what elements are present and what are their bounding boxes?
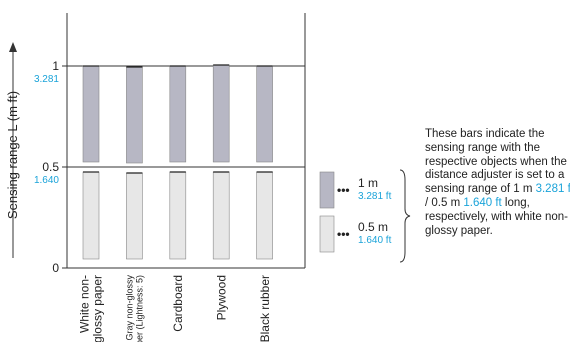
y-tick-sublabel-ft: 3.281 <box>34 74 59 85</box>
note-text-2: / 0.5 m <box>425 196 464 209</box>
note-text-3: long, respectively, with white non-gloss… <box>425 196 568 237</box>
bar <box>256 65 273 163</box>
category-label: Gray non-glossy <box>125 275 135 341</box>
bar <box>256 171 273 260</box>
note-text-1: These bars indicate the sensing range wi… <box>425 128 567 196</box>
note-ft-2: 1.640 ft <box>463 196 502 209</box>
category-label: Cardboard <box>171 275 185 332</box>
category-label: glossy paper <box>91 275 105 342</box>
bar <box>169 65 187 163</box>
bar <box>126 172 143 260</box>
bars <box>82 64 273 260</box>
category-label: paper (Lightness: 5) <box>135 275 145 342</box>
plot-frame <box>66 13 306 269</box>
bar <box>212 64 230 163</box>
category-label: White non- <box>78 275 92 333</box>
y-tick-label: 1 <box>52 59 59 73</box>
legend-sublabel-ft: 3.281 ft <box>358 191 392 202</box>
legend: ••• 1 m3.281 ft ••• 0.5 m1.640 ft <box>319 169 411 263</box>
bar <box>169 171 187 260</box>
legend-dots: ••• <box>337 183 350 197</box>
y-tick-label: 0 <box>52 261 59 275</box>
bar <box>212 171 230 260</box>
legend-brace <box>399 169 411 263</box>
legend-sublabel-ft: 1.640 ft <box>358 235 392 246</box>
y-tick-label: 0.5 <box>42 160 59 174</box>
note-ft-1: 3.281 ft <box>535 183 570 196</box>
category-label: Plywood <box>214 275 228 320</box>
legend-label: 0.5 m <box>358 220 388 234</box>
y-tick-sublabel-ft: 1.640 <box>34 175 59 186</box>
bar <box>82 171 100 260</box>
y-axis-arrow-head <box>9 42 17 52</box>
bar <box>82 65 100 163</box>
category-label: Black rubber <box>258 275 272 342</box>
legend-swatch <box>319 215 335 253</box>
explanation-note: These bars indicate the sensing range wi… <box>425 128 570 238</box>
y-axis-title: Sensing range L (m ft) <box>5 91 20 219</box>
category-labels: White non-glossy paper Gray non-glossy pap… <box>78 275 272 342</box>
legend-label: 1 m <box>358 176 378 190</box>
legend-swatch <box>319 171 335 209</box>
y-axis-title-group: Sensing range L (m ft) <box>5 42 20 258</box>
bar <box>126 66 143 164</box>
legend-dots: ••• <box>337 227 350 241</box>
